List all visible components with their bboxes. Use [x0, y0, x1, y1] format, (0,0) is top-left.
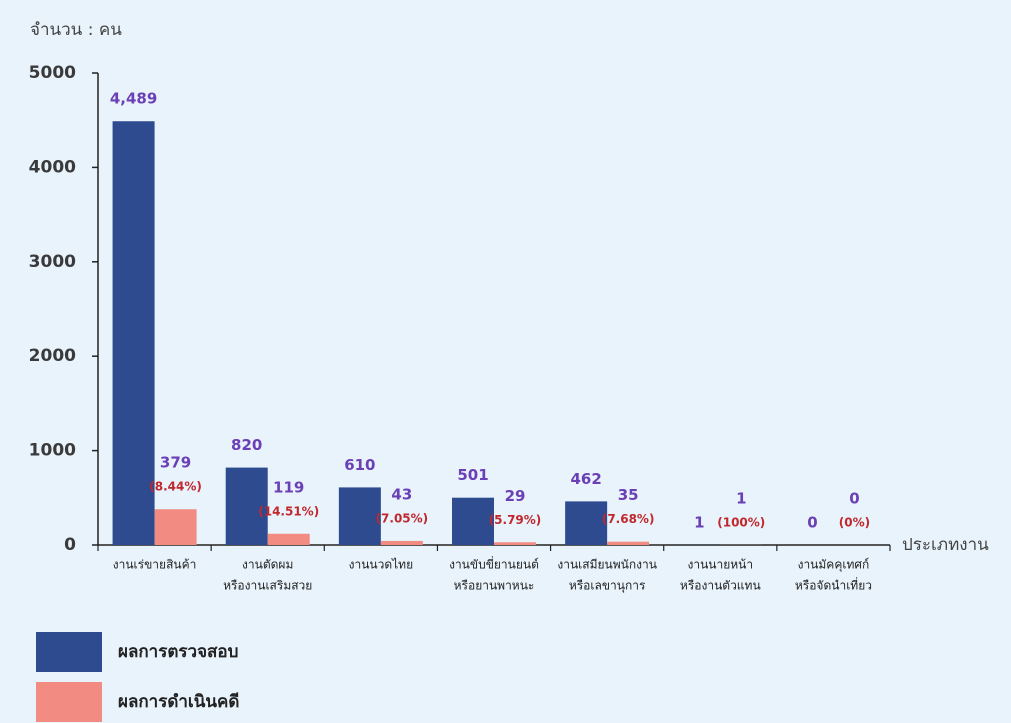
value-label: 501 [457, 466, 488, 484]
x-tick-label: งานมัคคุเทศก์ [798, 558, 870, 573]
value-label: 1 [736, 489, 746, 507]
y-tick-label: 0 [64, 535, 76, 555]
y-tick-label: 1000 [29, 441, 76, 461]
x-tick-label: งานเร่ขายสินค้า [113, 558, 197, 572]
x-tick-label: หรือเลขานุการ [569, 579, 646, 594]
x-tick-label: งานขับขี่ยานยนต์ [449, 556, 539, 572]
percent-label: (7.05%) [376, 511, 429, 525]
x-tick-label: หรือยานพาหนะ [454, 579, 535, 593]
value-label: 119 [273, 478, 304, 496]
value-label: 35 [618, 486, 639, 504]
value-label: 379 [160, 454, 191, 472]
x-tick-label: หรืองานตัวแทน [680, 579, 761, 593]
value-label: 29 [505, 487, 526, 505]
legend-swatch [36, 682, 102, 722]
x-tick-label: หรืองานเสริมสวย [223, 579, 312, 593]
bar [452, 497, 494, 545]
bar [565, 501, 608, 545]
y-axis-label: จำนวน : คน [30, 20, 122, 40]
bar [267, 533, 310, 545]
x-tick-label: หรือจัดนำเที่ยว [795, 577, 872, 593]
percent-label: (0%) [839, 516, 870, 530]
value-label: 0 [807, 514, 817, 532]
value-label: 610 [344, 456, 375, 474]
legend-label: ผลการดำเนินคดี [118, 691, 239, 712]
x-tick-label: งานเสมียนพนักงาน [557, 558, 657, 572]
percent-label: (100%) [717, 515, 765, 529]
legend-label: ผลการตรวจสอบ [118, 642, 238, 662]
legend-swatch [36, 632, 102, 672]
x-tick-label: งานนายหน้า [687, 558, 753, 572]
value-label: 1 [694, 513, 704, 531]
bar [112, 121, 155, 545]
bar [154, 509, 197, 545]
percent-label: (14.51%) [258, 504, 319, 518]
percent-label: (7.68%) [602, 512, 655, 526]
bar [494, 542, 536, 545]
bar [225, 467, 268, 545]
y-tick-label: 5000 [29, 63, 76, 83]
x-tick-label: งานตัดผม [242, 558, 293, 572]
bar [607, 541, 650, 545]
bar [380, 540, 423, 545]
value-label: 462 [570, 470, 601, 488]
x-axis-label: ประเภทงาน [902, 535, 989, 555]
bar [338, 487, 381, 545]
value-label: 4,489 [110, 90, 157, 108]
y-tick-label: 2000 [29, 346, 76, 366]
x-tick-label: งานนวดไทย [349, 558, 414, 572]
percent-label: (5.79%) [489, 513, 542, 527]
value-label: 0 [849, 490, 859, 508]
y-tick-label: 4000 [29, 157, 76, 177]
value-label: 43 [391, 485, 412, 503]
percent-label: (8.44%) [149, 480, 202, 494]
y-tick-label: 3000 [29, 252, 76, 272]
value-label: 820 [231, 436, 262, 454]
